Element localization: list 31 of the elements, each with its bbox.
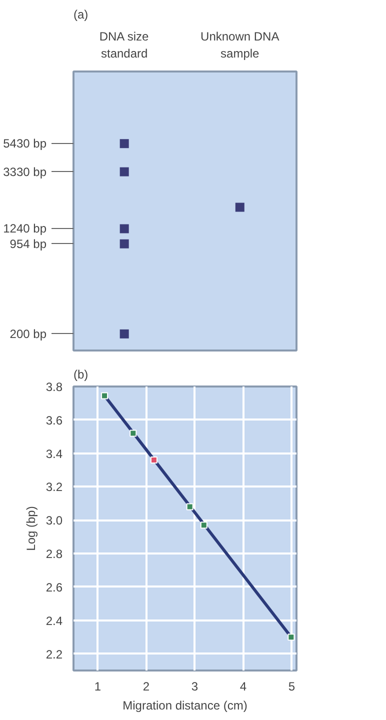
y-tick-label: 2.2 (46, 647, 63, 662)
y-tick-label: 2.8 (46, 547, 63, 562)
y-tick-label: 3.8 (46, 380, 63, 394)
y-tick-label: 954 bp (10, 236, 47, 251)
x-tick-label: 5 (288, 680, 296, 694)
y-tick-label: 2.4 (46, 614, 63, 628)
point (288, 634, 295, 641)
point (130, 430, 137, 437)
chart-title: (a) (74, 8, 88, 22)
x-tick-label: DNA size standard (99, 30, 150, 60)
y-tick-label: 5430 bp (3, 136, 47, 151)
y-axis-title: Log (bp) (24, 506, 38, 551)
point (150, 456, 158, 464)
y-tick-label: 3.2 (46, 480, 63, 494)
x-tick-label: 1 (94, 680, 102, 694)
x-tick-label: 4 (240, 680, 247, 694)
y-tick-label: 3330 bp (3, 164, 47, 179)
x-tick-label: 2 (142, 680, 150, 694)
chart-title: (b) (74, 368, 88, 382)
point (200, 522, 208, 529)
y-tick-label: 3.0 (46, 514, 63, 528)
x-tick-label: 3 (191, 680, 198, 694)
x-axis-title: Migration distance (cm) (122, 698, 248, 712)
y-tick-label: 1240 bp (3, 222, 47, 236)
y-tick-label: 3.6 (46, 413, 63, 428)
x-tick-label: Unknown DNA sample (200, 30, 280, 60)
point (101, 392, 108, 400)
y-tick-label: 2.6 (46, 580, 63, 594)
y-tick-label: 200 bp (10, 326, 47, 341)
y-tick-label: 3.4 (46, 446, 63, 461)
point (186, 503, 194, 510)
